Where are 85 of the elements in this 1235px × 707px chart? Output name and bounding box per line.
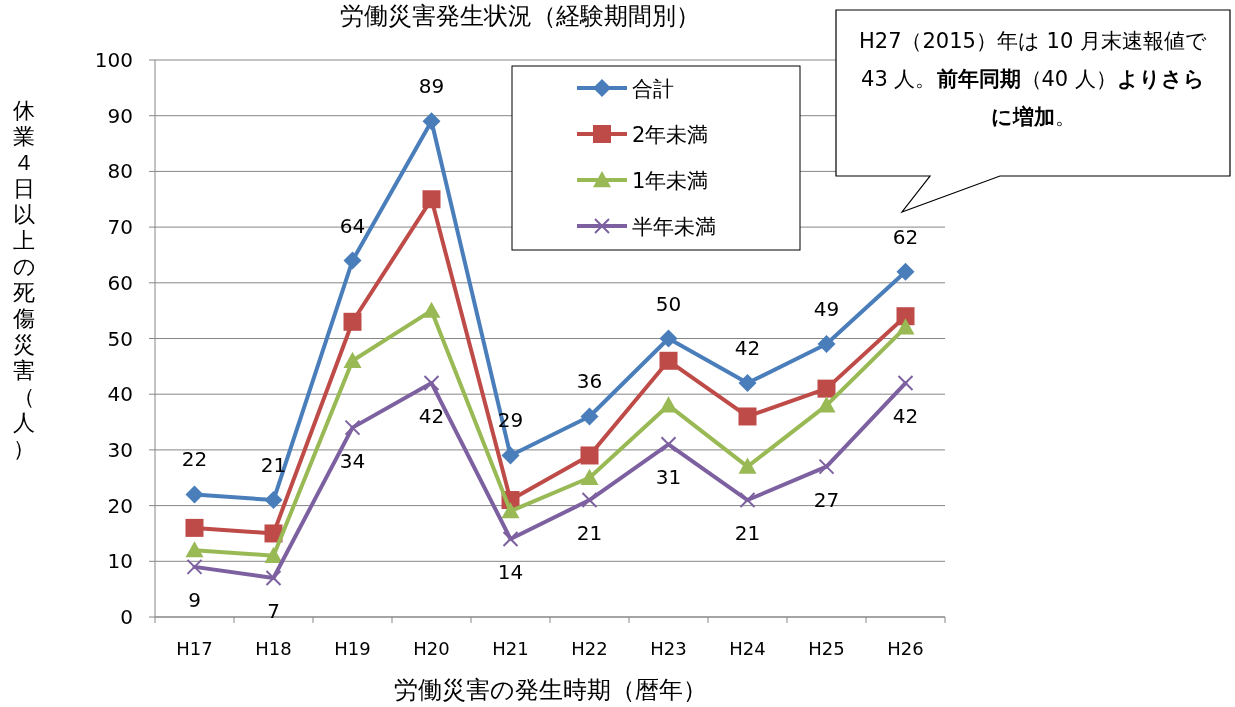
data-label: 62 (892, 224, 919, 249)
point (817, 335, 836, 354)
data-label: 89 (418, 74, 445, 99)
data-label: 9 (188, 587, 201, 612)
point (659, 329, 678, 348)
x-tick-label: H20 (413, 638, 450, 659)
text: H27（2015）年は 10 月末速報値で 43 人。前年同期（40 人）よりさらに増加。 (858, 29, 1208, 129)
point (818, 458, 835, 475)
point (738, 407, 757, 426)
point (502, 531, 519, 548)
data-label: 36 (576, 369, 603, 394)
point (817, 396, 836, 413)
x-tick-label: H24 (729, 638, 766, 659)
legend-label: 半年未満 (632, 215, 716, 239)
data-label: 7 (267, 599, 280, 624)
point (897, 375, 914, 392)
y-tick-label: 90 (107, 103, 133, 128)
point (343, 251, 362, 270)
data-label: 34 (339, 448, 366, 473)
data-label: 50 (655, 291, 682, 316)
data-label: 42 (418, 404, 445, 429)
x-tick-label: H25 (808, 638, 845, 659)
legend-label: 合計 (632, 77, 674, 101)
data-label: 27 (813, 487, 840, 512)
point (501, 446, 520, 465)
x-tick-label: H17 (176, 638, 213, 659)
data-label: 42 (892, 404, 919, 429)
point (265, 570, 282, 587)
point (896, 307, 915, 326)
point (896, 262, 915, 281)
point (580, 468, 599, 485)
y-tick-label: 60 (107, 270, 133, 295)
x-tick-label: H19 (334, 638, 371, 659)
y-tick-label: 20 (107, 493, 133, 518)
x-tick-label: H23 (650, 638, 687, 659)
data-label: 64 (339, 213, 366, 238)
x-tick-label: H26 (887, 638, 924, 659)
point (817, 379, 836, 398)
chart-title: 労働災害発生状況（経験期間別） (340, 2, 700, 30)
point (343, 351, 362, 368)
point (659, 351, 678, 370)
data-label: 21 (576, 521, 603, 546)
x-tick-label: H21 (492, 638, 529, 659)
x-axis-title: 労働災害の発生時期（暦年） (393, 676, 707, 704)
point (422, 190, 441, 209)
point (422, 112, 441, 131)
point (343, 312, 362, 331)
legend-label: 2年未満 (632, 123, 709, 147)
point (186, 558, 203, 575)
y-tick-label: 100 (94, 48, 133, 72)
y-tick-label: 40 (107, 382, 133, 407)
point (659, 396, 678, 413)
text: 休業４日以上の死傷災害（人） (12, 98, 36, 461)
data-label: 22 (181, 447, 208, 472)
y-tick-label: 50 (107, 326, 133, 351)
point (344, 419, 361, 436)
data-label: 42 (734, 336, 761, 361)
data-label: 14 (497, 560, 524, 585)
point (738, 374, 757, 393)
point (185, 485, 204, 504)
y-tick-label: 70 (107, 215, 133, 240)
y-tick-label: 30 (107, 437, 133, 462)
point (185, 541, 204, 558)
y-tick-label: 10 (107, 549, 133, 574)
point (896, 318, 915, 335)
point (264, 491, 283, 510)
point (185, 518, 204, 537)
point (660, 436, 677, 453)
legend-label: 1年未満 (632, 169, 709, 193)
point (738, 457, 757, 474)
point (264, 546, 283, 563)
data-label: 49 (813, 297, 840, 322)
y-tick-label: 0 (120, 605, 133, 629)
x-tick-label: H22 (571, 638, 608, 659)
point (581, 492, 598, 509)
data-label: 31 (655, 465, 682, 490)
point (739, 492, 756, 509)
point (423, 375, 440, 392)
point (580, 407, 599, 426)
y-tick-label: 80 (107, 159, 133, 184)
x-tick-label: H18 (255, 638, 292, 659)
data-label: 21 (734, 521, 761, 546)
point (501, 502, 520, 519)
point (580, 446, 599, 465)
point (422, 301, 441, 318)
